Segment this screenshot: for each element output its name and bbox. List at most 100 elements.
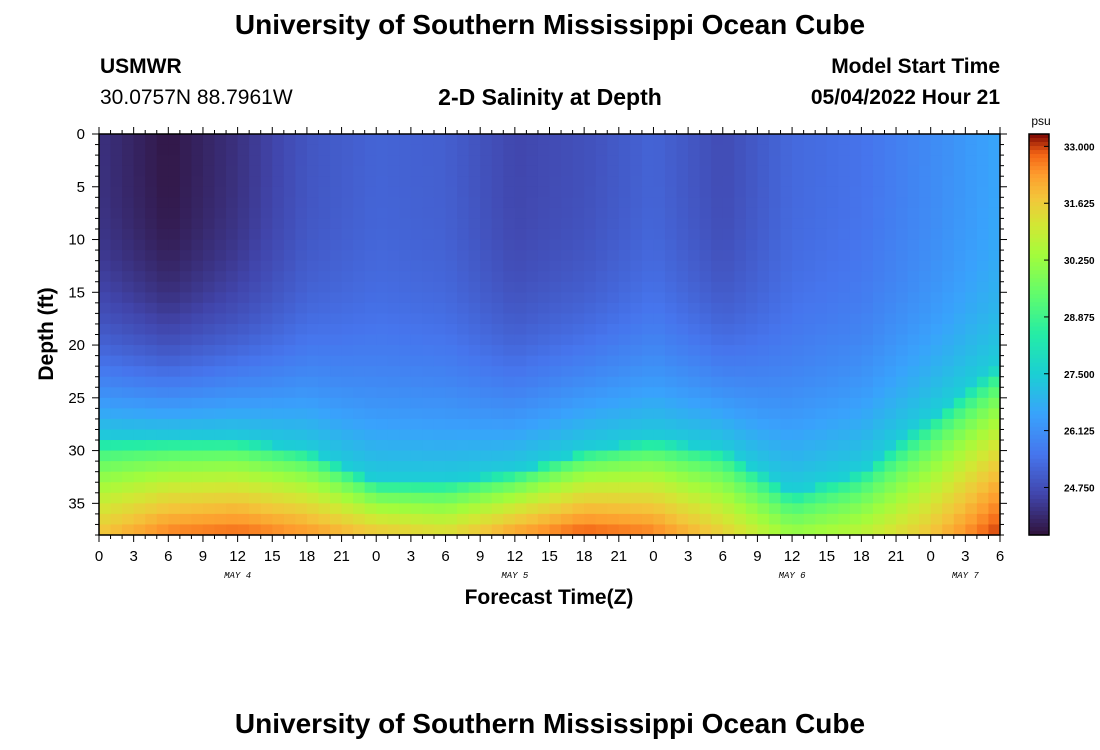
heatmap-cell [884, 176, 897, 188]
heatmap-cell [976, 271, 990, 283]
heatmap-cell [618, 228, 631, 241]
heatmap-cell [168, 418, 181, 431]
heatmap-cell [537, 134, 551, 146]
heatmap-cell [641, 345, 655, 357]
heatmap-cell [491, 197, 504, 209]
heatmap-cell [665, 471, 678, 483]
heatmap-cell [988, 471, 1001, 483]
heatmap-cell [976, 418, 990, 431]
heatmap-cell [202, 355, 216, 367]
heatmap-cell [445, 397, 458, 409]
heatmap-cell [249, 207, 262, 220]
heatmap-cell [491, 397, 504, 409]
heatmap-cell [145, 260, 158, 272]
heatmap-cell [861, 387, 874, 399]
heatmap-cell [272, 281, 285, 293]
heatmap-cell [306, 366, 320, 378]
heatmap-cell [122, 408, 135, 420]
heatmap-cell [133, 450, 146, 462]
heatmap-cell [179, 313, 193, 325]
heatmap-cell [179, 355, 193, 367]
heatmap-cell [942, 503, 955, 515]
heatmap-cell [295, 155, 308, 167]
heatmap-cell [780, 397, 793, 409]
colorbar-segment [1029, 290, 1049, 295]
heatmap-cell [884, 281, 897, 293]
heatmap-cell [699, 250, 712, 262]
heatmap-cell [572, 313, 585, 325]
heatmap-cell [156, 503, 169, 515]
heatmap-cell [595, 144, 608, 156]
heatmap-cell [630, 250, 643, 262]
heatmap-cell [965, 302, 978, 314]
heatmap-cell [202, 345, 216, 357]
heatmap-cell [699, 429, 712, 441]
heatmap-cell [330, 313, 343, 325]
heatmap-cell [907, 260, 920, 272]
heatmap-cell [433, 176, 447, 188]
heatmap-cell [976, 408, 990, 420]
heatmap-cell [145, 524, 158, 536]
heatmap-cell [503, 461, 516, 473]
heatmap-cell [514, 461, 527, 473]
heatmap-cell [318, 197, 331, 209]
heatmap-cell [653, 387, 666, 399]
heatmap-cell [976, 281, 990, 293]
heatmap-cell [688, 471, 701, 483]
station-id: USMWR [100, 55, 182, 78]
heatmap-cell [526, 387, 539, 399]
heatmap-cell [872, 524, 886, 536]
heatmap-cell [283, 366, 296, 378]
heatmap-cell [815, 165, 828, 177]
heatmap-cell [110, 281, 123, 293]
heatmap-cell [306, 440, 320, 452]
heatmap-cell [306, 281, 320, 293]
heatmap-cell [191, 355, 204, 367]
heatmap-cell [364, 197, 377, 209]
heatmap-cell [156, 387, 169, 399]
heatmap-cell [965, 376, 978, 388]
heatmap-cell [757, 450, 770, 462]
heatmap-cell [803, 376, 816, 388]
heatmap-cell [815, 429, 828, 441]
heatmap-cell [341, 334, 354, 346]
heatmap-cell [226, 397, 239, 409]
heatmap-cell [272, 313, 285, 325]
heatmap-cell [249, 355, 262, 367]
heatmap-cell [537, 334, 551, 346]
heatmap-cell [156, 292, 169, 304]
colorbar-segment [1029, 434, 1049, 440]
heatmap-cell [665, 408, 678, 420]
station-coordinates: 30.0757N 88.7961W [100, 86, 293, 109]
heatmap-cell [896, 323, 909, 336]
heatmap-cell [491, 429, 504, 441]
heatmap-cell [711, 271, 724, 283]
heatmap-cell [376, 144, 389, 156]
heatmap-cell [826, 228, 839, 241]
heatmap-cell [226, 418, 239, 431]
heatmap-cell [145, 313, 158, 325]
heatmap-cell [387, 345, 400, 357]
heatmap-cell [826, 292, 839, 304]
heatmap-cell [364, 376, 377, 388]
heatmap-cell [676, 387, 689, 399]
heatmap-cell [468, 366, 481, 378]
heatmap-cell [653, 228, 666, 241]
heatmap-cell [260, 513, 273, 526]
heatmap-cell [815, 440, 828, 452]
heatmap-cell [376, 313, 389, 325]
heatmap-cell [861, 302, 874, 314]
heatmap-cell [110, 218, 123, 230]
heatmap-cell [226, 144, 239, 156]
heatmap-cell [768, 292, 782, 304]
heatmap-cell [537, 239, 551, 251]
heatmap-cell [283, 418, 296, 431]
heatmap-cell [872, 302, 886, 314]
heatmap-cell [353, 292, 366, 304]
colorbar-segment [1029, 466, 1049, 472]
heatmap-cell [410, 186, 424, 198]
heatmap-cell [249, 250, 262, 262]
heatmap-cell [907, 186, 920, 198]
heatmap-cell [849, 239, 862, 251]
heatmap-cell [595, 492, 608, 504]
